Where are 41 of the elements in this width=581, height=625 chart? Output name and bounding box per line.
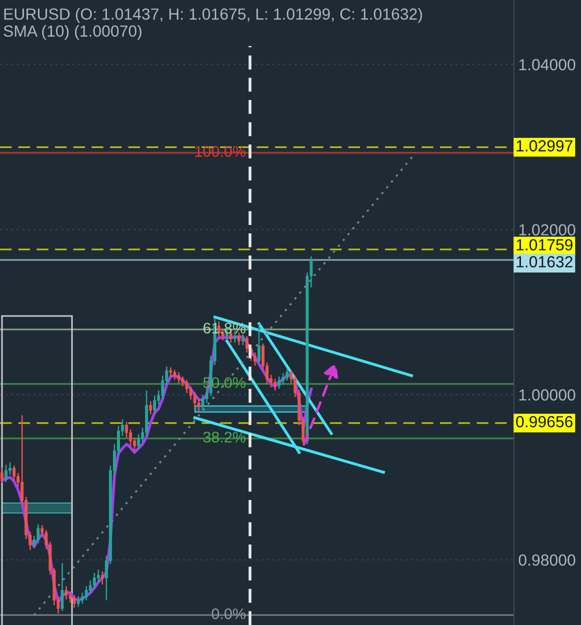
y-tick-label: 1.00000	[519, 389, 576, 401]
y-tick-label: 0.98000	[518, 554, 576, 566]
candlestick	[177, 372, 180, 384]
ref-line-label: 0.99656	[516, 416, 573, 428]
candlestick	[254, 352, 256, 366]
candlestick	[64, 586, 68, 600]
candlestick	[96, 569, 100, 583]
candlestick	[241, 334, 244, 346]
ref-line-label: 1.01759	[516, 239, 572, 250]
candlestick	[245, 335, 248, 354]
candlestick	[173, 369, 176, 380]
candlestick	[278, 376, 281, 390]
candlestick	[12, 465, 16, 482]
candlestick	[237, 332, 240, 346]
candlestick	[60, 562, 64, 612]
candlestick	[274, 378, 277, 392]
candlestick	[286, 368, 289, 382]
candlestick	[125, 421, 128, 438]
candlestick	[0, 466, 4, 484]
candlestick	[92, 572, 96, 590]
y-tick-label: 1.02000	[519, 224, 576, 236]
y-tick-label: 1.04000	[519, 59, 576, 70]
ref-line-label: 1.01632	[516, 256, 572, 268]
candlestick	[36, 524, 40, 544]
candlestick	[129, 428, 132, 446]
text: SMA (10) (1.00070)	[4, 25, 142, 40]
ref-line-label: 1.02997	[516, 140, 572, 152]
candlestick	[137, 434, 140, 450]
candlestick	[181, 376, 184, 388]
candlestick	[72, 594, 76, 608]
candlestick	[282, 372, 285, 386]
candlestick	[133, 436, 136, 452]
candlestick	[153, 394, 156, 414]
candlestick	[76, 595, 80, 608]
candlestick	[149, 400, 152, 416]
candlestick	[169, 366, 172, 378]
chart-title: EURUSD (O: 1.01437, H: 1.01675, L: 1.01299, C: 1.01632)	[4, 8, 422, 23]
candlestick	[258, 323, 260, 364]
candlestick	[100, 570, 104, 586]
candlestick	[4, 464, 8, 483]
candlestick	[8, 462, 12, 476]
